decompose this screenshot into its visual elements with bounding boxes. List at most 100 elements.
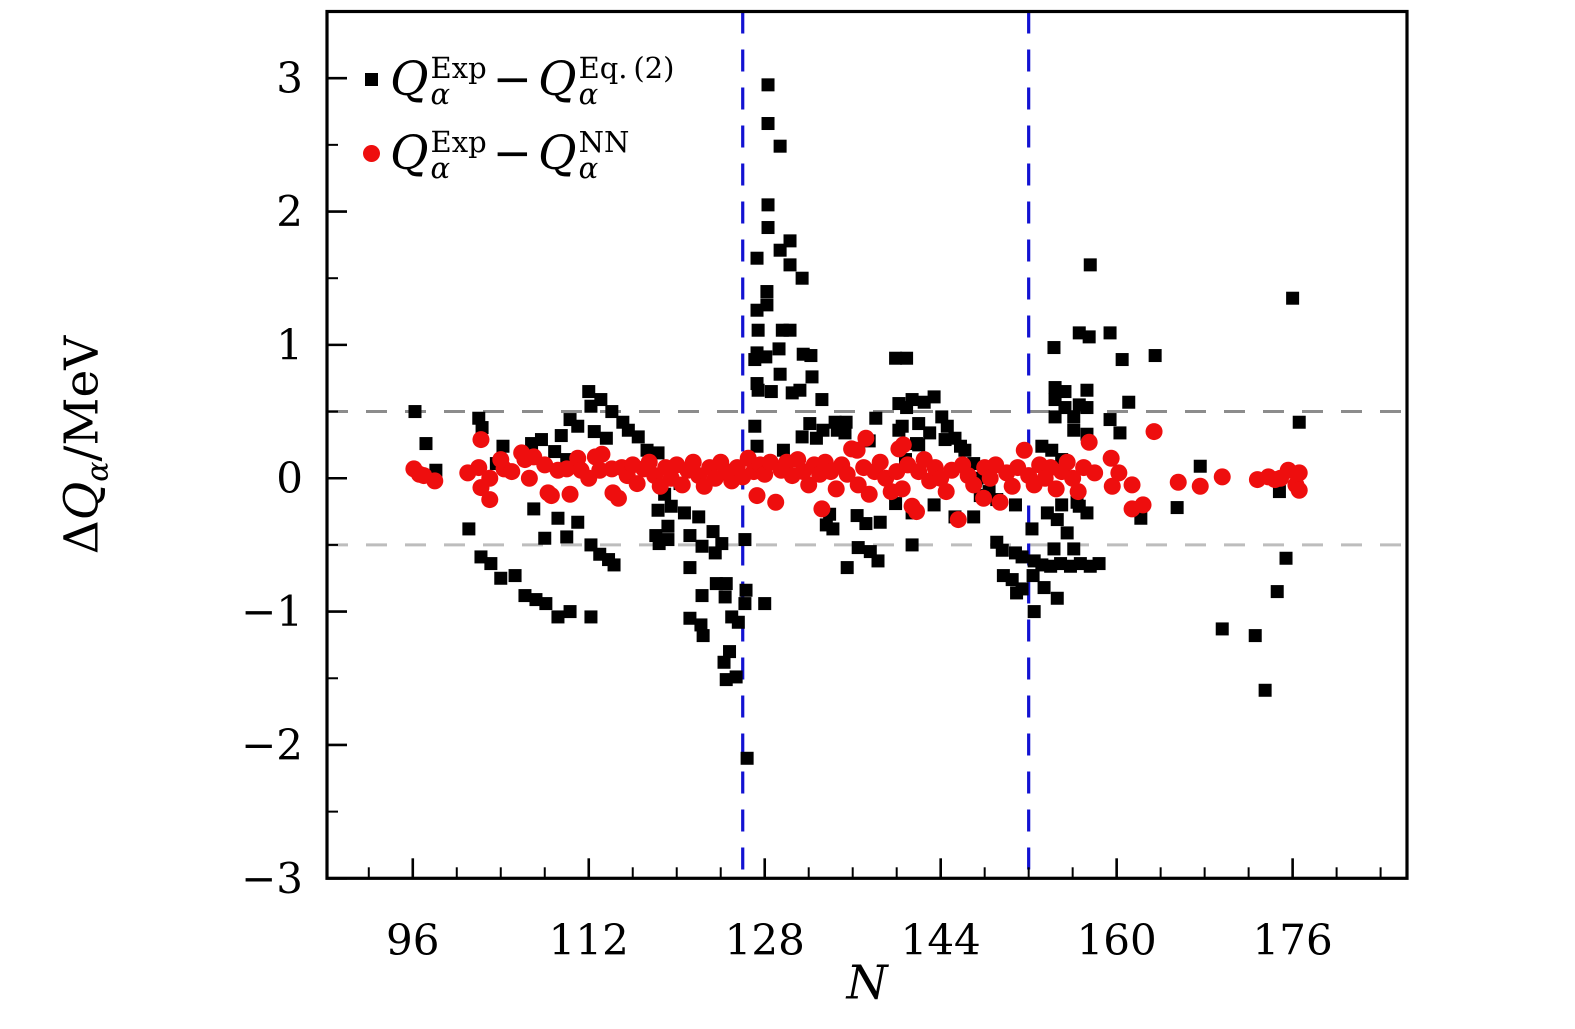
data-point-circle xyxy=(536,456,554,474)
data-point-square xyxy=(709,577,723,591)
y-tick-label: −2 xyxy=(241,720,303,769)
data-point-square xyxy=(554,429,568,443)
data-point-square xyxy=(738,597,752,611)
data-point-square xyxy=(889,351,903,365)
data-point-square xyxy=(683,611,697,625)
y-axis-title-sub: α xyxy=(80,461,116,482)
data-point-circle xyxy=(1213,468,1231,486)
data-point-square xyxy=(525,437,539,451)
data-point-square xyxy=(803,417,817,431)
data-point-circle xyxy=(1290,464,1308,482)
data-point-circle xyxy=(503,463,521,481)
data-point-circle xyxy=(1110,464,1128,482)
data-point-circle xyxy=(1015,441,1033,459)
data-point-square xyxy=(940,419,954,433)
data-point-square xyxy=(1292,415,1306,429)
data-point-square xyxy=(1026,569,1040,583)
data-point-circle xyxy=(748,487,766,505)
y-tick-label: 0 xyxy=(276,454,303,503)
data-point-square xyxy=(938,433,952,447)
data-point-circle xyxy=(673,476,691,494)
data-point-square xyxy=(1025,522,1039,536)
data-point-square xyxy=(1270,585,1284,599)
data-point-square xyxy=(805,370,819,384)
data-point-circle xyxy=(838,465,856,483)
data-point-square xyxy=(793,383,807,397)
data-point-circle xyxy=(1069,483,1087,501)
data-point-square xyxy=(1047,542,1061,556)
data-point-circle xyxy=(628,475,646,493)
data-point-square xyxy=(873,515,887,529)
data-point-square xyxy=(599,431,613,445)
data-point-square xyxy=(838,426,852,440)
data-point-square xyxy=(484,557,498,571)
data-point-square xyxy=(1040,506,1054,520)
data-point-circle xyxy=(1145,423,1163,441)
y-tick-label: 2 xyxy=(276,187,303,236)
data-point-square xyxy=(1035,439,1049,453)
data-point-square xyxy=(584,610,598,624)
data-point-square xyxy=(1048,393,1062,407)
data-point-circle xyxy=(520,469,538,487)
data-point-circle xyxy=(1064,469,1082,487)
data-point-square xyxy=(508,569,522,583)
data-point-square xyxy=(740,751,754,765)
data-point-square xyxy=(494,571,508,585)
data-point-circle xyxy=(609,489,627,507)
data-point-circle xyxy=(800,476,818,494)
data-point-square xyxy=(1045,443,1059,457)
data-point-square xyxy=(1215,622,1229,636)
data-point-square xyxy=(1054,557,1068,571)
x-tick-labels: 96 112 128 144 160 176 xyxy=(386,916,1333,965)
legend-item-red-circles: Q Exp α − Q NN α xyxy=(352,116,674,190)
data-point-circle xyxy=(767,493,785,511)
data-point-circle xyxy=(937,483,955,501)
data-point-square xyxy=(1060,526,1074,540)
data-point-circle xyxy=(857,429,875,447)
y-tick-label: 3 xyxy=(276,54,303,103)
data-point-circle xyxy=(1103,477,1121,495)
data-point-square xyxy=(773,243,787,257)
data-point-square xyxy=(773,139,787,153)
data-point-square xyxy=(750,439,764,453)
data-point-circle xyxy=(860,485,878,503)
data-point-square xyxy=(889,497,903,511)
data-point-square xyxy=(651,503,665,517)
data-point-square xyxy=(408,405,422,419)
data-point-square xyxy=(1113,426,1127,440)
data-point-square xyxy=(815,393,829,407)
y-axis-title-delta: Δ xyxy=(54,520,110,555)
data-point-circle xyxy=(893,480,911,498)
data-point-square xyxy=(809,431,823,445)
data-point-square xyxy=(1048,381,1062,395)
data-point-square xyxy=(1115,353,1129,367)
data-point-square xyxy=(958,443,972,457)
x-tick-label: 112 xyxy=(549,916,629,965)
data-point-square xyxy=(1067,542,1081,556)
data-point-square xyxy=(563,605,577,619)
y-tick-label: −3 xyxy=(241,854,303,903)
data-point-square xyxy=(594,393,608,407)
data-point-square xyxy=(539,597,553,611)
data-point-square xyxy=(1103,326,1117,340)
data-point-square xyxy=(551,610,565,624)
data-point-circle xyxy=(593,445,611,463)
y-axis-title: ΔQα/MeV xyxy=(54,336,115,554)
data-point-square xyxy=(739,583,753,597)
data-point-circle xyxy=(470,459,488,477)
data-point-square xyxy=(723,645,737,659)
data-point-square xyxy=(538,531,552,545)
data-point-circle xyxy=(1290,481,1308,499)
data-point-square xyxy=(692,510,706,524)
data-point-square xyxy=(1044,559,1058,573)
data-point-square xyxy=(719,673,733,687)
data-point-square xyxy=(551,511,565,525)
data-point-circle xyxy=(561,485,579,503)
data-point-square xyxy=(900,351,914,365)
data-point-square xyxy=(1080,401,1094,415)
data-point-square xyxy=(1050,513,1064,527)
data-point-square xyxy=(715,537,729,551)
data-point-square xyxy=(750,377,764,391)
